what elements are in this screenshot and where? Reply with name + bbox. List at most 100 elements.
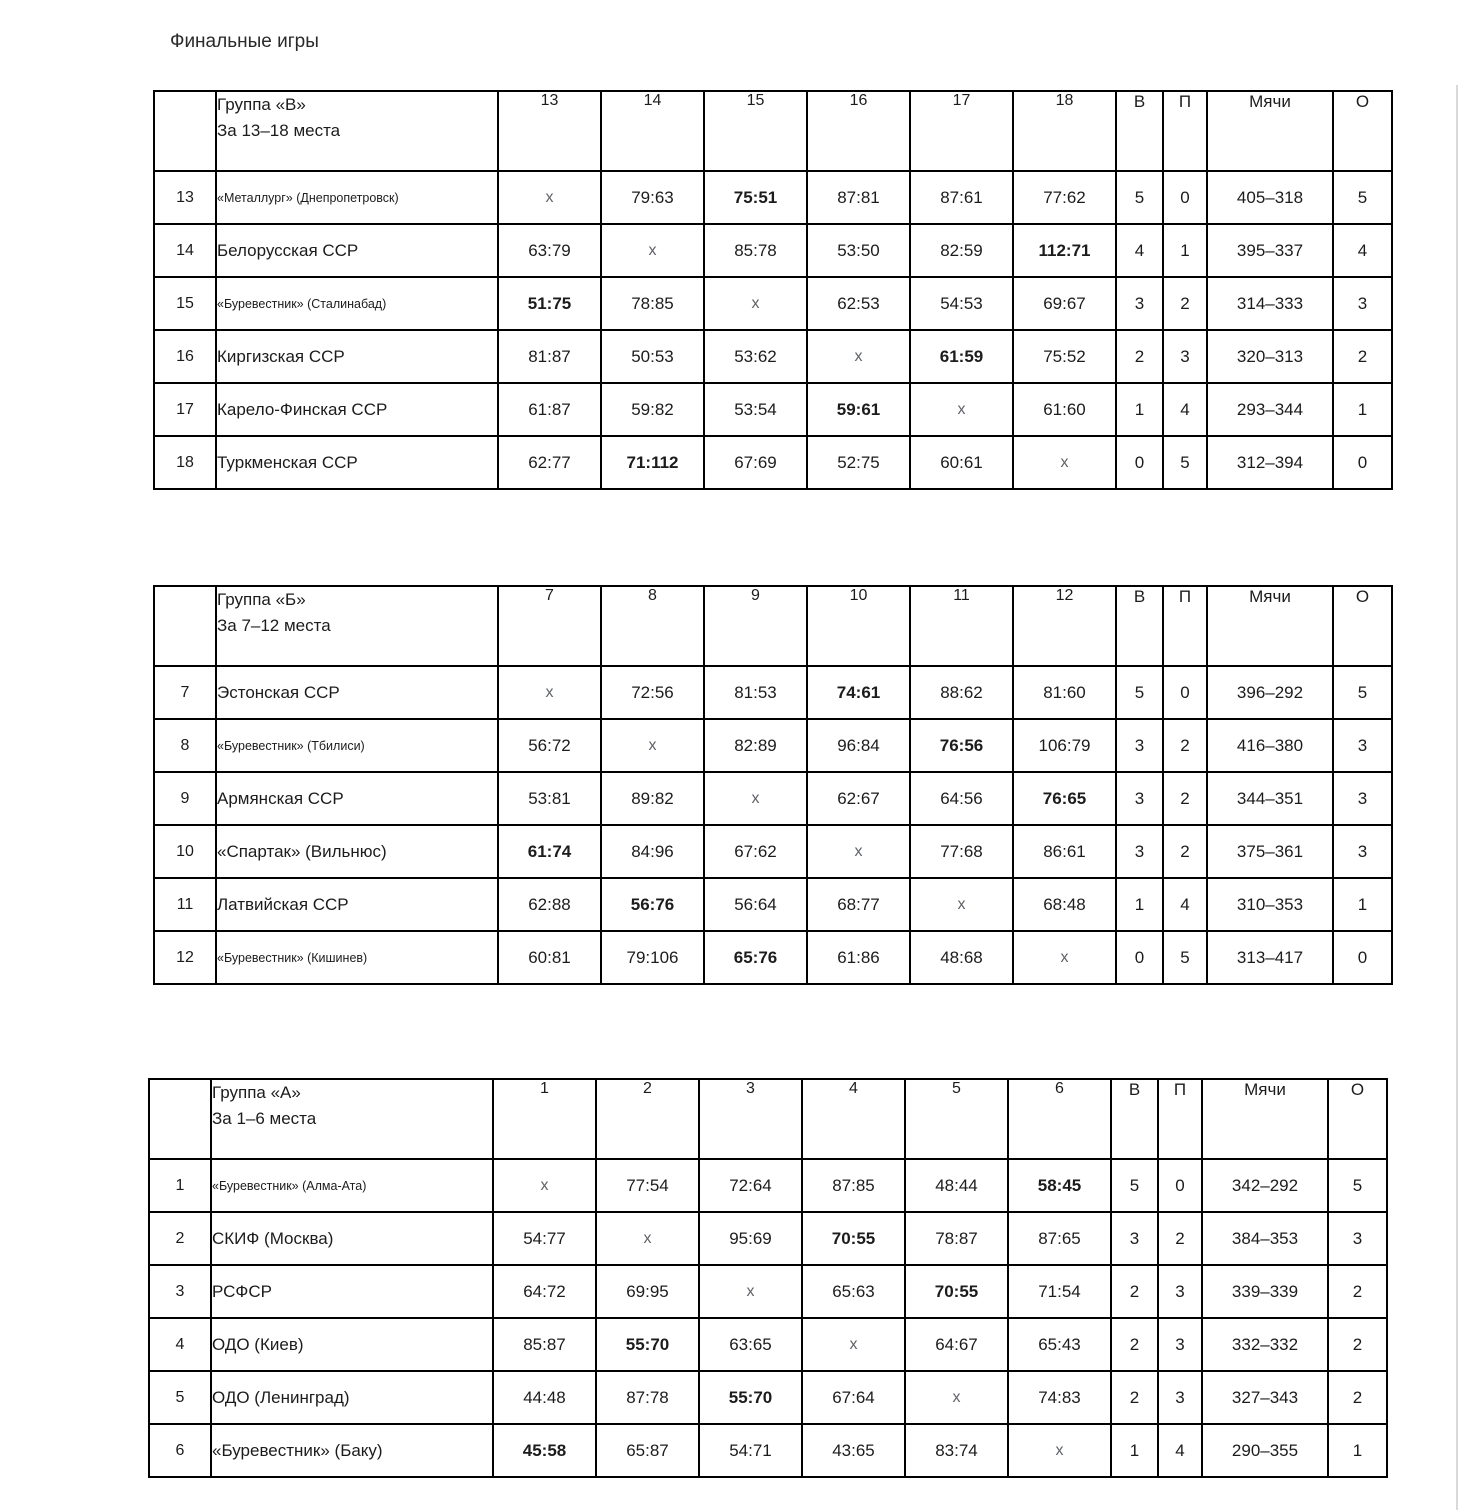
goals-cell: 293–344 [1206, 382, 1334, 437]
row-rank: 18 [153, 435, 217, 490]
game-score-cell: 82:59 [909, 223, 1014, 278]
game-score-cell: 81:87 [497, 329, 602, 384]
wins-col-header: В [1110, 1078, 1159, 1160]
game-score-cell: 64:72 [492, 1264, 597, 1319]
game-score-cell: 54:53 [909, 276, 1014, 331]
goals-cell: 290–355 [1201, 1423, 1329, 1478]
points-cell: 0 [1332, 930, 1393, 985]
group-subtitle: За 13–18 места [217, 120, 341, 140]
points-cell: 1 [1327, 1423, 1388, 1478]
table-row: 3 РСФСР 64:72 69:95 x 65:63 70:55 71:54 2 3 339–33… [148, 1264, 1388, 1319]
row-rank: 15 [153, 276, 217, 331]
game-score-cell: 77:62 [1012, 170, 1117, 225]
self-game-cell: x [698, 1264, 803, 1319]
goals-cell: 384–353 [1201, 1211, 1329, 1266]
standings-table-group-a: Группа «А» За 1–6 места 1 2 3 4 5 6 В П Мячи О 1 «Бур… [148, 1078, 1388, 1478]
losses-cell: 2 [1162, 276, 1208, 331]
opponent-col-header: 17 [909, 90, 1014, 172]
self-game-cell: x [909, 877, 1014, 932]
game-score-cell: 60:61 [909, 435, 1014, 490]
table-row: 2 СКИФ (Москва) 54:77 x 95:69 70:55 78:87 87:65… [148, 1211, 1388, 1266]
game-score-cell: 68:77 [806, 877, 911, 932]
points-cell: 3 [1327, 1211, 1388, 1266]
goals-cell: 395–337 [1206, 223, 1334, 278]
self-game-cell: x [806, 824, 911, 879]
game-score-cell: 112:71 [1012, 223, 1117, 278]
table-row: 16 Киргизская ССР 81:87 50:53 53:62 x 61:59 75:… [153, 329, 1393, 384]
goals-cell: 312–394 [1206, 435, 1334, 490]
game-score-cell: 72:64 [698, 1158, 803, 1213]
points-cell: 1 [1332, 382, 1393, 437]
points-col-header: О [1327, 1078, 1388, 1160]
wins-cell: 5 [1115, 665, 1164, 720]
game-score-cell: 60:81 [497, 930, 602, 985]
table-row: 8 «Буревестник» (Тбилиси) 56:72 x 82:89 96:84… [153, 718, 1393, 773]
opponent-col-header: 13 [497, 90, 602, 172]
game-score-cell: 85:78 [703, 223, 808, 278]
team-name: «Буревестник» (Тбилиси) [215, 718, 499, 773]
game-score-cell: 45:58 [492, 1423, 597, 1478]
losses-cell: 0 [1162, 170, 1208, 225]
points-cell: 0 [1332, 435, 1393, 490]
losses-col-header: П [1162, 90, 1208, 172]
team-name: ОДО (Киев) [210, 1317, 494, 1372]
team-name: «Буревестник» (Алма-Ата) [210, 1158, 494, 1213]
opponent-col-header: 16 [806, 90, 911, 172]
game-score-cell: 87:81 [806, 170, 911, 225]
team-name: «Спартак» (Вильнюс) [215, 824, 499, 879]
self-game-cell: x [600, 718, 705, 773]
losses-cell: 3 [1157, 1264, 1203, 1319]
game-score-cell: 70:55 [904, 1264, 1009, 1319]
wins-cell: 4 [1115, 223, 1164, 278]
game-score-cell: 74:83 [1007, 1370, 1112, 1425]
losses-cell: 4 [1162, 382, 1208, 437]
group-title: Группа «В» [217, 95, 306, 114]
opponent-col-header: 9 [703, 585, 808, 667]
game-score-cell: 64:56 [909, 771, 1014, 826]
points-cell: 3 [1332, 771, 1393, 826]
game-score-cell: 72:56 [600, 665, 705, 720]
game-score-cell: 71:54 [1007, 1264, 1112, 1319]
game-score-cell: 55:70 [595, 1317, 700, 1372]
game-score-cell: 63:65 [698, 1317, 803, 1372]
game-score-cell: 69:95 [595, 1264, 700, 1319]
game-score-cell: 58:45 [1007, 1158, 1112, 1213]
game-score-cell: 67:69 [703, 435, 808, 490]
losses-cell: 4 [1157, 1423, 1203, 1478]
row-rank: 14 [153, 223, 217, 278]
game-score-cell: 78:87 [904, 1211, 1009, 1266]
row-rank: 16 [153, 329, 217, 384]
game-score-cell: 95:69 [698, 1211, 803, 1266]
game-score-cell: 77:54 [595, 1158, 700, 1213]
corner-cell [153, 585, 217, 667]
row-rank: 5 [148, 1370, 212, 1425]
losses-cell: 3 [1157, 1370, 1203, 1425]
game-score-cell: 67:64 [801, 1370, 906, 1425]
wins-cell: 2 [1115, 329, 1164, 384]
row-rank: 8 [153, 718, 217, 773]
game-score-cell: 53:62 [703, 329, 808, 384]
goals-col-header: Мячи [1201, 1078, 1329, 1160]
table-row: 1 «Буревестник» (Алма-Ата) x 77:54 72:64 87:8… [148, 1158, 1388, 1213]
game-score-cell: 44:48 [492, 1370, 597, 1425]
wins-cell: 3 [1115, 718, 1164, 773]
team-name: Эстонская ССР [215, 665, 499, 720]
points-cell: 2 [1327, 1370, 1388, 1425]
opponent-col-header: 7 [497, 585, 602, 667]
team-name: «Буревестник» (Сталинабад) [215, 276, 499, 331]
self-game-cell: x [492, 1158, 597, 1213]
game-score-cell: 53:50 [806, 223, 911, 278]
goals-cell: 344–351 [1206, 771, 1334, 826]
wins-cell: 3 [1110, 1211, 1159, 1266]
row-rank: 6 [148, 1423, 212, 1478]
game-score-cell: 75:51 [703, 170, 808, 225]
game-score-cell: 65:43 [1007, 1317, 1112, 1372]
goals-cell: 416–380 [1206, 718, 1334, 773]
page-edge-divider [1456, 85, 1458, 1510]
opponent-col-header: 4 [801, 1078, 906, 1160]
table-row: 5 ОДО (Ленинград) 44:48 87:78 55:70 67:64 x 74:… [148, 1370, 1388, 1425]
table-row: 17 Карело-Финская ССР 61:87 59:82 53:54 59:61… [153, 382, 1393, 437]
team-name: «Металлург» (Днепропетровск) [215, 170, 499, 225]
group-subtitle: За 7–12 места [217, 615, 331, 635]
points-cell: 2 [1332, 329, 1393, 384]
